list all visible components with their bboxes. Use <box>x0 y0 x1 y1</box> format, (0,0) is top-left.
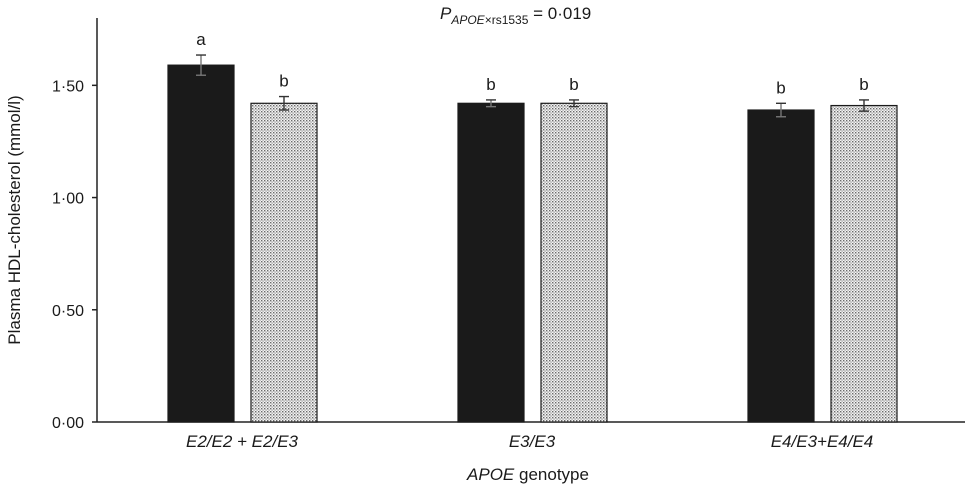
x-axis-label-rest: genotype <box>514 465 589 484</box>
bar-series2-2 <box>540 102 608 423</box>
y-tick-label: 1·00 <box>52 191 84 208</box>
y-tick-label: 1·50 <box>52 78 84 95</box>
x-category-label: E4/E3+E4/E4 <box>771 432 874 451</box>
significance-letter: b <box>859 75 868 94</box>
title-subscript-rs: ×rs1535 <box>485 13 529 27</box>
bar-series1-2 <box>457 102 525 423</box>
bar-series1-3 <box>747 109 815 423</box>
y-axis-label: Plasma HDL-cholesterol (mmol/l) <box>5 95 24 344</box>
significance-letter: b <box>569 75 578 94</box>
bar-series2-3 <box>830 104 898 423</box>
y-tick-label: 0·00 <box>52 415 84 432</box>
x-category-label: E2/E2 + E2/E3 <box>186 432 299 451</box>
x-category-label: E3/E3 <box>509 432 556 451</box>
title-subscript-apoe: APOE <box>450 13 485 27</box>
x-axis-label: APOE genotype <box>466 465 589 484</box>
x-axis-label-italic: APOE <box>466 465 515 484</box>
significance-letter: a <box>196 30 206 49</box>
bar-series1-1 <box>167 64 235 423</box>
y-axis-ticks: 0·00 0·50 1·00 1·50 <box>52 78 97 432</box>
title-value: = 0·019 <box>528 4 591 23</box>
bars-group: a b b b b b <box>167 30 898 423</box>
bar-series2-1 <box>250 102 318 423</box>
x-axis-tick-labels: E2/E2 + E2/E3 E3/E3 E4/E3+E4/E4 <box>186 432 873 451</box>
title-p-symbol: P <box>440 4 452 23</box>
y-tick-label: 0·50 <box>52 303 84 320</box>
significance-letter: b <box>776 78 785 97</box>
chart-title: PAPOE×rs1535 = 0·019 <box>440 4 591 27</box>
significance-letter: b <box>486 75 495 94</box>
significance-letter: b <box>279 72 288 91</box>
